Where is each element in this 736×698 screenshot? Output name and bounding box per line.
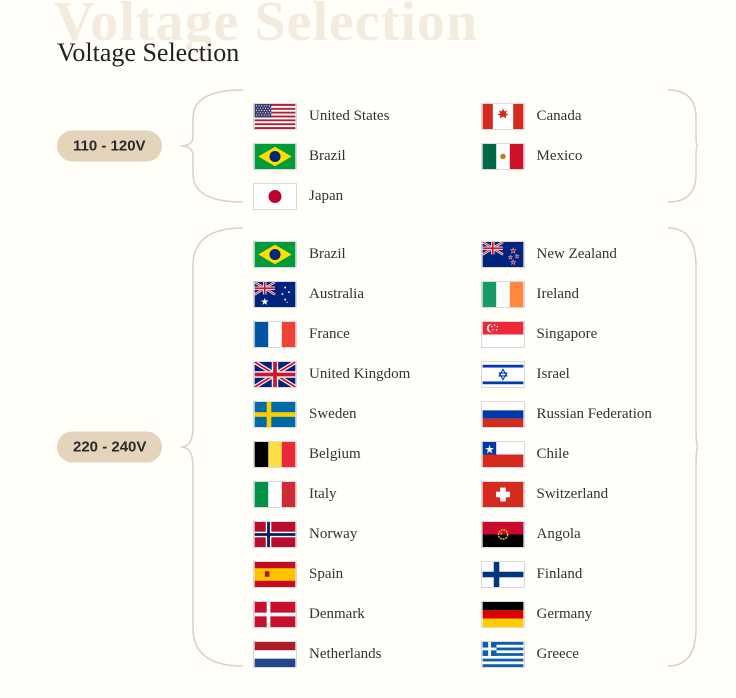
country-item: Switzerland bbox=[481, 474, 699, 514]
country-name: Mexico bbox=[537, 148, 583, 165]
voltage-badge: 220 - 240V bbox=[57, 432, 162, 463]
bracket-icon bbox=[173, 226, 243, 668]
flag-icon bbox=[253, 601, 297, 628]
country-item: Norway bbox=[253, 514, 471, 554]
country-item: Denmark bbox=[253, 594, 471, 634]
flag-icon bbox=[253, 441, 297, 468]
voltage-badge: 110 - 120V bbox=[57, 131, 162, 162]
flag-icon bbox=[481, 401, 525, 428]
flag-icon bbox=[253, 143, 297, 170]
flag-icon bbox=[481, 281, 525, 308]
flag-icon bbox=[481, 481, 525, 508]
country-item: Ireland bbox=[481, 274, 699, 314]
flag-icon bbox=[481, 641, 525, 668]
flag-icon bbox=[481, 441, 525, 468]
country-name: Israel bbox=[537, 366, 570, 383]
country-item: Finland bbox=[481, 554, 699, 594]
country-name: France bbox=[309, 326, 350, 343]
country-name: Finland bbox=[537, 566, 583, 583]
country-item: Angola bbox=[481, 514, 699, 554]
country-name: Belgium bbox=[309, 446, 361, 463]
flag-icon bbox=[481, 321, 525, 348]
flag-icon bbox=[253, 183, 297, 210]
flag-icon bbox=[481, 361, 525, 388]
country-item: Russian Federation bbox=[481, 394, 699, 434]
country-name: Germany bbox=[537, 606, 593, 623]
country-name: Netherlands bbox=[309, 646, 381, 663]
country-item: Sweden bbox=[253, 394, 471, 434]
country-name: Canada bbox=[537, 108, 582, 125]
country-name: Denmark bbox=[309, 606, 365, 623]
country-item: Brazil bbox=[253, 234, 471, 274]
country-item: Greece bbox=[481, 634, 699, 674]
voltage-group-110: 110 - 120V United States Canada Brazil Mexi… bbox=[57, 88, 698, 204]
flag-icon bbox=[481, 103, 525, 130]
country-grid: Brazil New Zealand Australia Ireland France S… bbox=[253, 234, 698, 660]
country-name: Ireland bbox=[537, 286, 579, 303]
country-name: Italy bbox=[309, 486, 337, 503]
flag-icon bbox=[481, 601, 525, 628]
country-item: Japan bbox=[253, 176, 471, 216]
country-item: Brazil bbox=[253, 136, 471, 176]
country-grid: United StatesCanadaBrazilMexicoJapan bbox=[253, 96, 698, 196]
country-name: United States bbox=[309, 108, 389, 125]
flag-icon bbox=[253, 401, 297, 428]
country-name: Sweden bbox=[309, 406, 357, 423]
country-name: Norway bbox=[309, 526, 357, 543]
flag-icon bbox=[253, 641, 297, 668]
flag-icon bbox=[481, 521, 525, 548]
country-item: Singapore bbox=[481, 314, 699, 354]
bracket-icon bbox=[173, 88, 243, 204]
country-item: Israel bbox=[481, 354, 699, 394]
country-item: Mexico bbox=[481, 136, 699, 176]
flag-icon bbox=[253, 281, 297, 308]
flag-icon bbox=[481, 143, 525, 170]
flag-icon bbox=[253, 521, 297, 548]
country-name: Singapore bbox=[537, 326, 598, 343]
country-name: Chile bbox=[537, 446, 570, 463]
country-item: France bbox=[253, 314, 471, 354]
page-title: Voltage Selection bbox=[57, 38, 239, 68]
flag-icon bbox=[253, 561, 297, 588]
flag-icon bbox=[481, 241, 525, 268]
country-item: Netherlands bbox=[253, 634, 471, 674]
country-item: New Zealand bbox=[481, 234, 699, 274]
country-item: Belgium bbox=[253, 434, 471, 474]
flag-icon bbox=[253, 321, 297, 348]
country-name: Brazil bbox=[309, 148, 346, 165]
country-name: New Zealand bbox=[537, 246, 617, 263]
country-item: Italy bbox=[253, 474, 471, 514]
country-item: Germany bbox=[481, 594, 699, 634]
country-name: Russian Federation bbox=[537, 406, 652, 423]
flag-icon bbox=[253, 241, 297, 268]
country-name: Brazil bbox=[309, 246, 346, 263]
country-name: Greece bbox=[537, 646, 579, 663]
country-item: Canada bbox=[481, 96, 699, 136]
flag-icon bbox=[253, 481, 297, 508]
country-item: Australia bbox=[253, 274, 471, 314]
country-name: Switzerland bbox=[537, 486, 609, 503]
country-item: Spain bbox=[253, 554, 471, 594]
country-item: United States bbox=[253, 96, 471, 136]
country-name: Japan bbox=[309, 188, 343, 205]
country-name: United Kingdom bbox=[309, 366, 410, 383]
country-item: United Kingdom bbox=[253, 354, 471, 394]
country-item: Chile bbox=[481, 434, 699, 474]
country-name: Spain bbox=[309, 566, 343, 583]
flag-icon bbox=[253, 103, 297, 130]
flag-icon bbox=[253, 361, 297, 388]
voltage-group-220: 220 - 240V Brazil New Zealand Australia Ire… bbox=[57, 226, 698, 668]
country-name: Australia bbox=[309, 286, 364, 303]
country-name: Angola bbox=[537, 526, 581, 543]
flag-icon bbox=[481, 561, 525, 588]
